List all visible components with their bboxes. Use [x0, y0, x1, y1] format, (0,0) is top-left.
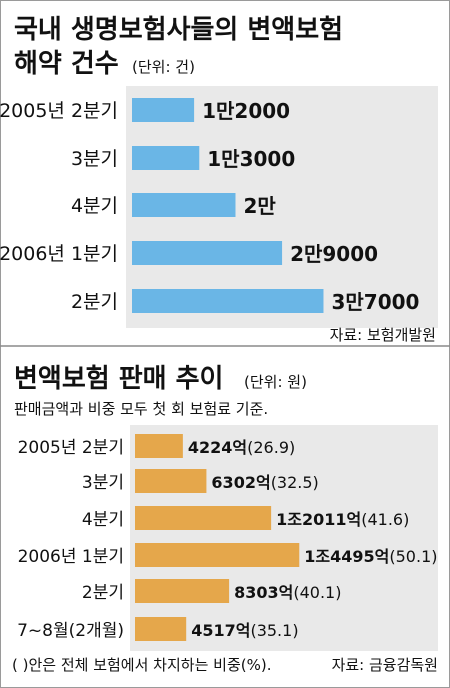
chart-1-title-line2: 해약 건수 — [14, 49, 119, 79]
category-label: 4분기 — [82, 510, 124, 530]
chart-2-plot-panel — [130, 425, 438, 651]
chart-2-title: 변액보험 판매 추이 — [14, 364, 223, 394]
value-label: 1만2000 — [202, 99, 290, 123]
category-label: 2006년 1분기 — [0, 243, 118, 265]
chart-2-note: ( )안은 전체 보험에서 차지하는 비중(%). — [12, 656, 271, 674]
category-label: 2005년 2분기 — [18, 438, 124, 458]
bar — [135, 506, 272, 530]
bar — [135, 617, 187, 641]
value-label: 1만3000 — [207, 147, 295, 171]
chart-1-source: 자료: 보험개발원 — [330, 326, 436, 344]
chart-2: 변액보험 판매 추이 (단위: 원) 판매금액과 비중 모두 첫 회 보험료 기… — [12, 364, 438, 674]
chart-1: 국내 생명보험사들의 변액보험 해약 건수 (단위: 건) 2005년 2분기 1… — [0, 15, 438, 344]
bar — [135, 469, 207, 493]
category-label: 7~8월(2개월) — [17, 621, 124, 641]
chart-1-unit: (단위: 건) — [132, 58, 195, 76]
bar — [135, 579, 230, 603]
bar — [132, 289, 324, 313]
category-label: 2분기 — [71, 291, 118, 313]
chart-1-title: 국내 생명보험사들의 변액보험 — [14, 15, 343, 45]
value-label: 2만9000 — [290, 242, 378, 266]
chart-2-unit: (단위: 원) — [244, 373, 307, 391]
value-label: 8303억(40.1) — [234, 583, 341, 602]
category-label: 4분기 — [71, 195, 118, 217]
chart-2-subtitle: 판매금액과 비중 모두 첫 회 보험료 기준. — [14, 400, 268, 418]
bar — [132, 241, 283, 265]
value-label: 4517억(35.1) — [191, 621, 298, 640]
value-label: 4224억(26.9) — [188, 438, 295, 457]
value-label: 1조4495억(50.1) — [304, 547, 437, 566]
category-label: 3분기 — [82, 473, 124, 493]
chart-2-source: 자료: 금융감독원 — [332, 656, 438, 674]
bar — [132, 193, 236, 217]
bar — [135, 543, 300, 567]
value-label: 1조2011억(41.6) — [276, 510, 409, 529]
bar — [132, 98, 195, 122]
category-label: 2분기 — [82, 583, 124, 603]
value-label: 3만7000 — [331, 290, 419, 314]
bar — [135, 434, 183, 458]
value-label: 2만 — [244, 194, 277, 218]
category-label: 2006년 1분기 — [18, 547, 124, 567]
category-label: 3분기 — [71, 148, 118, 170]
chart-2-marks: 2005년 2분기 4224억(26.9) 3분기 6302억(32.5) 4분기 1조2… — [17, 434, 437, 641]
value-label: 6302억(32.5) — [211, 473, 318, 492]
bar — [132, 146, 200, 170]
category-label: 2005년 2분기 — [0, 100, 118, 122]
chart-1-marks: 2005년 2분기 1만2000 3분기 1만3000 4분기 2만 2006년 1분기 2만… — [0, 98, 419, 314]
